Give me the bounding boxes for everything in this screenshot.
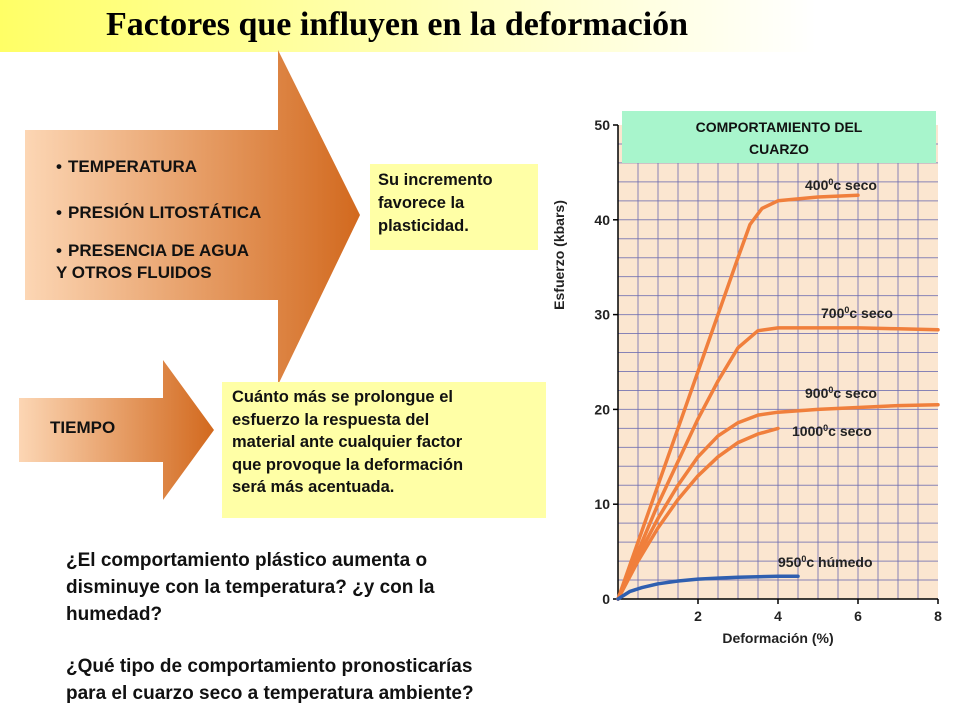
chart-title-box <box>622 111 936 163</box>
y-tick-label: 20 <box>594 401 610 417</box>
y-tick-label: 30 <box>594 307 610 323</box>
question-line: ¿El comportamiento plástico aumenta o <box>66 550 428 571</box>
question-line: ¿Qué tipo de comportamiento pronosticarí… <box>66 656 473 677</box>
note-line: esfuerzo la respuesta del <box>232 410 430 429</box>
factors-arrow <box>25 50 360 385</box>
factor-water: • PRESENCIA DE AGUA Y OTROS FLUIDOS <box>56 241 250 282</box>
x-axis-label: Deformación (%) <box>722 630 833 646</box>
question-1: ¿El comportamiento plástico aumenta o di… <box>66 547 566 628</box>
y-axis-label: Esfuerzo (kbars) <box>551 200 567 310</box>
question-line: disminuye con la temperatura? ¿y con la <box>66 577 435 598</box>
y-tick-label: 0 <box>602 591 610 607</box>
x-tick-label: 6 <box>854 608 862 624</box>
x-tick-label: 4 <box>774 608 782 624</box>
note-line: que provoque la deformación <box>232 455 464 474</box>
question-line: humedad? <box>66 604 163 625</box>
series-line <box>616 402 940 601</box>
factor-temperature: • TEMPERATURA <box>56 157 198 176</box>
series-line <box>616 574 800 601</box>
y-tick-label: 50 <box>594 117 610 133</box>
note-line: Su incremento <box>378 171 493 189</box>
y-tick-label: 40 <box>594 212 610 228</box>
note-line: será más acentuada. <box>232 478 395 496</box>
x-tick-label: 2 <box>694 608 702 624</box>
series-line <box>616 326 940 601</box>
plasticity-note: Su incremento favorece la plasticidad. <box>370 164 538 250</box>
question-line: para el cuarzo seco a temperatura ambien… <box>66 683 474 704</box>
factor-pressure: • PRESIÓN LITOSTÁTICA <box>56 203 262 222</box>
time-label: TIEMPO <box>50 418 116 437</box>
x-tick-label: 8 <box>934 608 942 624</box>
page-title: Factores que influyen en la deformación <box>106 6 689 43</box>
note-line: favorece la <box>378 194 465 212</box>
title-band <box>0 0 960 52</box>
question-2: ¿Qué tipo de comportamiento pronosticarí… <box>66 653 566 707</box>
series-line <box>616 426 780 601</box>
quartz-chart: 0 10 20 30 40 50 2 4 6 8 Deformación (%) Esfuerzo (… <box>551 111 942 646</box>
series-label: 4000c seco <box>805 177 877 193</box>
chart-title-line: CUARZO <box>749 141 809 157</box>
series-label: 9000c seco <box>805 385 877 401</box>
y-tick-label: 10 <box>594 496 610 512</box>
note-line: plasticidad. <box>378 217 469 235</box>
series-label: 9500c húmedo <box>778 554 873 570</box>
series-label: 7000c seco <box>821 305 893 321</box>
note-line: Cuánto más se prolongue el <box>232 388 453 406</box>
series-line <box>616 193 860 601</box>
note-line: material ante cualquier factor <box>232 433 463 451</box>
time-note: Cuánto más se prolongue el esfuerzo la r… <box>222 382 546 518</box>
chart-title-line: COMPORTAMIENTO DEL <box>696 119 863 135</box>
arrows-graphic <box>19 50 360 500</box>
time-arrow <box>19 360 214 500</box>
series-label: 10000c seco <box>792 423 872 439</box>
